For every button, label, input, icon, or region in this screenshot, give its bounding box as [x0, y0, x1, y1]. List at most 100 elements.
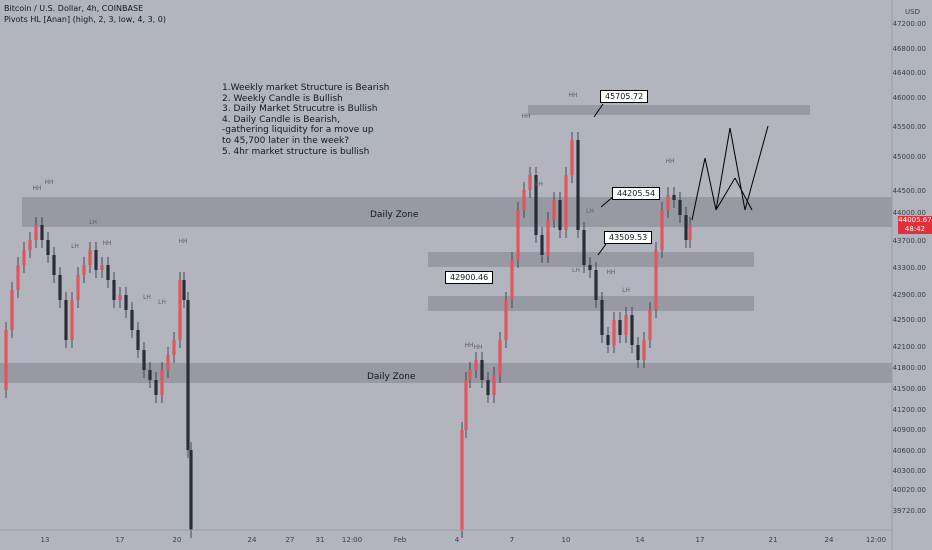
candle-body [558, 200, 562, 230]
callout-pointer [600, 195, 615, 208]
projection-arrow [734, 177, 753, 211]
candle-body [528, 175, 532, 190]
candle-body [534, 175, 538, 235]
candle-body [178, 280, 182, 340]
candle-body [612, 320, 616, 345]
pivot-label: LH [158, 299, 166, 306]
candle-body [546, 220, 550, 255]
candle-body [124, 295, 128, 310]
candle-body [40, 225, 44, 240]
candle-body [618, 320, 622, 335]
zone-rect [22, 197, 892, 227]
candle-body [160, 370, 164, 395]
candle-body [564, 175, 568, 230]
price-tick: 42500.00 [892, 316, 926, 324]
candle-body [492, 375, 496, 395]
bar-countdown: 48:42 [904, 225, 926, 233]
price-tick: 41800.00 [892, 364, 926, 372]
candle-body [642, 340, 646, 360]
candle-body [504, 300, 508, 340]
pivot-label: LH [572, 267, 580, 274]
candle-body [4, 330, 8, 390]
callout-pointer [597, 243, 607, 256]
candle-body [76, 275, 80, 300]
candle-body [486, 380, 490, 395]
indicator-title: Pivots HL [Anan] (high, 2, 3, low, 4, 3,… [4, 15, 166, 24]
pivot-label: LH [71, 243, 79, 250]
pivot-label: HH [568, 92, 577, 99]
candle-body [606, 335, 610, 345]
time-tick: 13 [40, 536, 50, 544]
candle-body [106, 265, 110, 280]
pivot-label: HH [178, 238, 187, 245]
price-tick: 46800.00 [892, 45, 926, 53]
candle-body [64, 300, 68, 340]
zone-rect [528, 105, 810, 115]
zone-label: Daily Zone [367, 372, 416, 382]
candle-body [624, 315, 628, 335]
candle-body [540, 235, 544, 255]
price-tick: 43300.00 [892, 264, 926, 272]
pivot-label: HH [32, 185, 41, 192]
price-tick: 45000.00 [892, 153, 926, 161]
candle-body [576, 140, 580, 230]
price-tick: 43700.00 [892, 237, 926, 245]
level-callout[interactable]: 44205.54 [612, 187, 661, 200]
candle-body [672, 195, 676, 200]
currency-label: USD [905, 8, 920, 16]
symbol-title: Bitcoin / U.S. Dollar, 4h, COINBASE [4, 4, 144, 13]
candle-body [660, 210, 664, 250]
candle-body [678, 200, 682, 215]
candle-body [70, 300, 74, 340]
time-tick: Feb [393, 536, 407, 544]
candle-body [154, 380, 158, 395]
time-tick: 12:00 [865, 536, 887, 544]
candle-body [118, 295, 122, 300]
candle-body [636, 345, 640, 360]
level-callout[interactable]: 42900.46 [445, 271, 494, 284]
candle-body [510, 260, 514, 300]
price-tick: 44000.00 [892, 209, 926, 217]
candle-body [516, 210, 520, 260]
candle-body [142, 350, 146, 370]
price-tick: 39720.00 [892, 507, 926, 515]
price-tick: 46400.00 [892, 69, 926, 77]
price-tick: 42100.00 [892, 343, 926, 351]
price-tick: 40600.00 [892, 447, 926, 455]
candle-body [468, 370, 472, 380]
candle-body [648, 310, 652, 340]
projection-arrow [691, 157, 706, 221]
candle-body [100, 265, 104, 270]
level-callout[interactable]: 45705.72 [600, 90, 649, 103]
candle-body [82, 265, 86, 275]
candle-body [666, 195, 670, 210]
time-tick: 24 [247, 536, 257, 544]
zone-rect [428, 252, 754, 267]
time-tick: 27 [285, 536, 295, 544]
candle-body [94, 250, 98, 270]
price-tick: 40900.00 [892, 426, 926, 434]
pivot-label: LH [89, 219, 97, 226]
price-tick: 41200.00 [892, 406, 926, 414]
current-price-tag: 44005.67 48:42 [898, 216, 932, 234]
price-tick: 45500.00 [892, 123, 926, 131]
candle-body [34, 225, 38, 240]
candle-body [182, 280, 186, 300]
candle-body [570, 140, 574, 175]
zone-rect [428, 296, 754, 311]
candle-body [552, 200, 556, 220]
price-tick: 44500.00 [892, 187, 926, 195]
pivot-label: HH [606, 269, 615, 276]
candle-body [58, 275, 62, 300]
level-callout[interactable]: 43509.53 [604, 231, 653, 244]
pivot-label: LH [586, 208, 594, 215]
time-tick: 17 [115, 536, 125, 544]
time-tick: 21 [768, 536, 778, 544]
pivot-label: LH [622, 287, 630, 294]
projection-arrow [744, 125, 769, 211]
price-tick: 40020.00 [892, 486, 926, 494]
price-tick: 41500.00 [892, 385, 926, 393]
time-tick: 17 [695, 536, 705, 544]
zones-layer [0, 105, 892, 383]
